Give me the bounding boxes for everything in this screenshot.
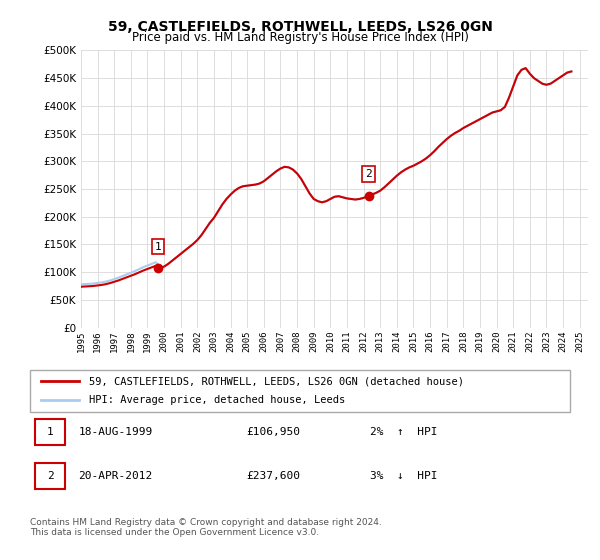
- Text: £237,600: £237,600: [246, 471, 300, 481]
- Text: 2%  ↑  HPI: 2% ↑ HPI: [370, 427, 438, 437]
- Text: 2: 2: [365, 169, 372, 179]
- Text: 1: 1: [154, 242, 161, 251]
- Text: 3%  ↓  HPI: 3% ↓ HPI: [370, 471, 438, 481]
- Text: 20-APR-2012: 20-APR-2012: [79, 471, 153, 481]
- Text: 59, CASTLEFIELDS, ROTHWELL, LEEDS, LS26 0GN (detached house): 59, CASTLEFIELDS, ROTHWELL, LEEDS, LS26 …: [89, 376, 464, 386]
- Text: Contains HM Land Registry data © Crown copyright and database right 2024.
This d: Contains HM Land Registry data © Crown c…: [30, 518, 382, 538]
- FancyBboxPatch shape: [35, 463, 65, 489]
- Text: £106,950: £106,950: [246, 427, 300, 437]
- Text: 2: 2: [47, 471, 54, 481]
- Text: 18-AUG-1999: 18-AUG-1999: [79, 427, 153, 437]
- FancyBboxPatch shape: [35, 419, 65, 445]
- Text: 59, CASTLEFIELDS, ROTHWELL, LEEDS, LS26 0GN: 59, CASTLEFIELDS, ROTHWELL, LEEDS, LS26 …: [107, 20, 493, 34]
- Text: Price paid vs. HM Land Registry's House Price Index (HPI): Price paid vs. HM Land Registry's House …: [131, 31, 469, 44]
- Text: HPI: Average price, detached house, Leeds: HPI: Average price, detached house, Leed…: [89, 395, 346, 405]
- Text: 1: 1: [47, 427, 54, 437]
- FancyBboxPatch shape: [30, 370, 570, 412]
